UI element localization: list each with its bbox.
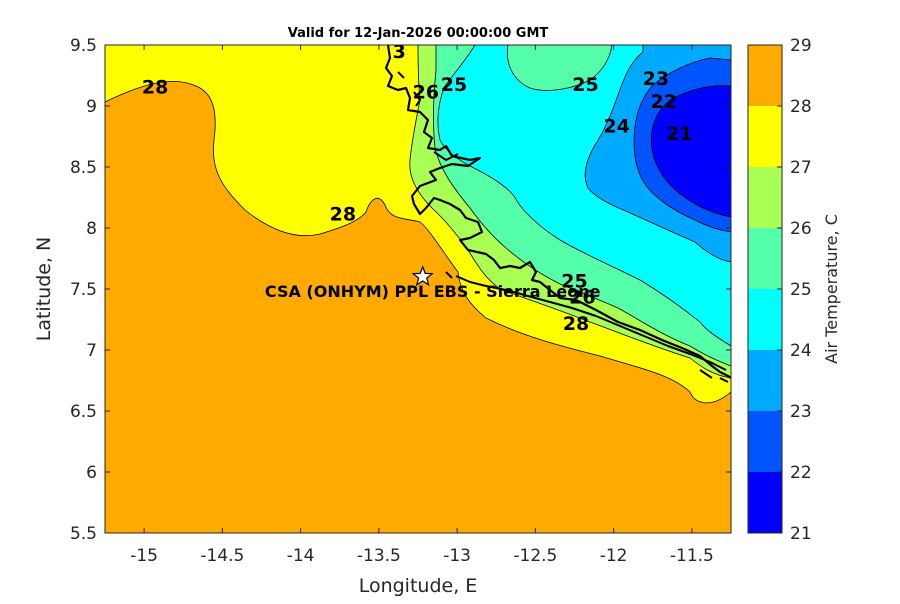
y-tick-label: 6.5 <box>70 402 97 422</box>
x-axis-ticks: -15 -14.5 -14 -13.5 -13 -12.5 -12 -11.5 <box>130 45 714 566</box>
colorbar-band <box>748 411 782 472</box>
colorbar-band <box>748 350 782 411</box>
colorbar-tick-label: 21 <box>790 524 812 544</box>
colorbar-band <box>748 289 782 350</box>
y-tick-label: 6 <box>86 463 97 483</box>
colorbar-label: Air Temperature, C <box>822 214 841 364</box>
contour-label: 25 <box>572 74 598 96</box>
colorbar-tick-label: 27 <box>790 158 812 178</box>
x-tick-label: -13 <box>443 546 471 566</box>
star-icon <box>411 265 434 287</box>
colorbar-band <box>748 228 782 289</box>
contour-label: 23 <box>643 68 669 90</box>
y-axis-label: Latitude, N <box>33 237 55 342</box>
contour-label: 28 <box>330 203 356 225</box>
colorbar-ticks: 21 22 23 24 25 26 27 28 29 <box>777 36 812 544</box>
x-tick-label: -14.5 <box>200 546 244 566</box>
contour-label: 28 <box>142 76 168 98</box>
contour-label: 3 <box>393 41 406 63</box>
contour-label: 25 <box>441 74 467 96</box>
contour-label: 28 <box>563 313 589 335</box>
site-label: CSA (ONHYM) PPL EBS - Sierra Leone <box>265 282 601 301</box>
y-tick-label: 9.5 <box>70 36 97 56</box>
contour-label: 26 <box>413 81 439 103</box>
contour-label: 24 <box>604 116 630 138</box>
contour-label: 25 <box>561 270 587 292</box>
colorbar-tick-label: 29 <box>790 36 812 56</box>
coastline <box>384 45 731 383</box>
x-tick-label: -12 <box>600 546 628 566</box>
colorbar-tick-label: 26 <box>790 219 812 239</box>
contour-label: 22 <box>650 91 676 113</box>
y-tick-label: 9 <box>86 97 97 117</box>
y-tick-label: 5.5 <box>70 524 97 544</box>
y-tick-label: 7 <box>86 341 97 361</box>
colorbar-tick-label: 23 <box>790 402 812 422</box>
colorbar-band <box>748 45 782 106</box>
y-tick-label: 8 <box>86 219 97 239</box>
coastline-path-2 <box>455 275 727 371</box>
x-tick-label: -13.5 <box>357 546 401 566</box>
colorbar-tick-label: 24 <box>790 341 812 361</box>
colorbar-tick-label: 22 <box>790 463 812 483</box>
x-tick-label: -15 <box>130 546 158 566</box>
colorbar-band <box>748 106 782 167</box>
colorbar-tick-label: 28 <box>790 97 812 117</box>
x-tick-label: -14 <box>287 546 315 566</box>
contour-label: 26 <box>569 286 595 308</box>
x-tick-label: -12.5 <box>513 546 557 566</box>
y-tick-label: 7.5 <box>70 280 97 300</box>
colorbar <box>748 45 782 533</box>
site-marker: CSA (ONHYM) PPL EBS - Sierra Leone <box>265 265 601 301</box>
x-axis-label: Longitude, E <box>359 575 478 597</box>
colorbar-tick-label: 25 <box>790 280 812 300</box>
contour-fill <box>105 45 731 533</box>
colorbar-band <box>748 472 782 533</box>
contour-label: 21 <box>666 123 692 145</box>
band-21-22 <box>650 85 731 218</box>
x-tick-label: -11.5 <box>670 546 714 566</box>
colorbar-band <box>748 167 782 228</box>
coastline-path <box>384 45 731 379</box>
coastline-islands <box>397 71 729 383</box>
y-axis-ticks: 5.5 6 6.5 7 7.5 8 8.5 9 9.5 <box>70 36 731 544</box>
map-title: Valid for 12-Jan-2026 00:00:00 GMT <box>288 26 549 41</box>
y-tick-label: 8.5 <box>70 158 97 178</box>
